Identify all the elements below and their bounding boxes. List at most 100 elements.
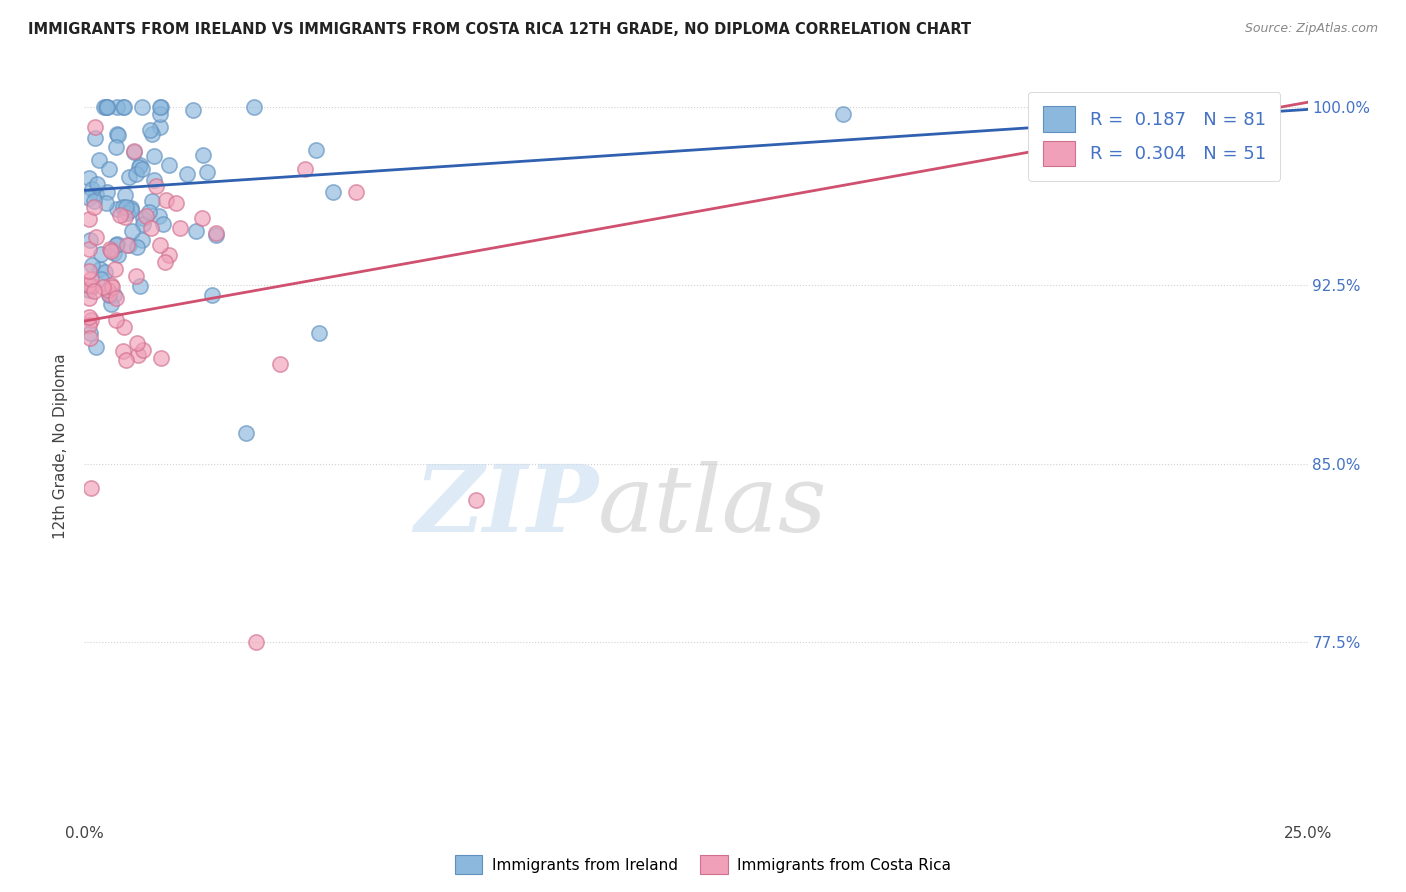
Point bbox=[149, 120, 172, 134]
Point bbox=[127, 348, 149, 362]
Point bbox=[204, 227, 226, 242]
Point bbox=[141, 128, 163, 142]
Point bbox=[83, 284, 105, 298]
Point bbox=[83, 200, 105, 214]
Point bbox=[100, 278, 122, 293]
Point bbox=[143, 172, 166, 186]
Point bbox=[464, 492, 486, 507]
Point bbox=[245, 635, 267, 649]
Point bbox=[77, 211, 100, 226]
Point bbox=[141, 194, 163, 208]
Point bbox=[77, 278, 100, 293]
Point bbox=[117, 206, 139, 220]
Point bbox=[132, 211, 155, 226]
Point bbox=[138, 204, 160, 219]
Point bbox=[77, 171, 100, 186]
Point bbox=[135, 209, 157, 223]
Point bbox=[125, 269, 148, 284]
Point bbox=[112, 201, 135, 215]
Point bbox=[98, 288, 121, 302]
Point bbox=[131, 161, 153, 176]
Point bbox=[105, 128, 128, 142]
Text: ZIP: ZIP bbox=[413, 461, 598, 551]
Point bbox=[77, 318, 100, 332]
Point bbox=[90, 271, 112, 285]
Point bbox=[96, 185, 118, 199]
Point bbox=[94, 100, 117, 114]
Point bbox=[80, 279, 103, 293]
Point bbox=[184, 224, 207, 238]
Point bbox=[148, 210, 170, 224]
Point bbox=[128, 160, 150, 174]
Point bbox=[107, 128, 129, 142]
Point bbox=[242, 100, 264, 114]
Point bbox=[111, 100, 134, 114]
Point bbox=[80, 259, 103, 273]
Point bbox=[181, 103, 204, 117]
Point bbox=[105, 202, 128, 216]
Point bbox=[94, 265, 117, 279]
Point bbox=[86, 177, 108, 191]
Point bbox=[114, 188, 136, 202]
Point bbox=[96, 100, 118, 114]
Point bbox=[131, 100, 153, 114]
Point bbox=[103, 245, 125, 260]
Point bbox=[155, 194, 177, 208]
Point bbox=[91, 280, 114, 294]
Point bbox=[120, 202, 142, 217]
Point bbox=[79, 283, 101, 297]
Point bbox=[141, 221, 163, 235]
Point bbox=[200, 288, 222, 302]
Point bbox=[143, 149, 166, 163]
Point bbox=[118, 169, 141, 184]
Point bbox=[149, 107, 172, 121]
Point bbox=[157, 247, 180, 261]
Point bbox=[127, 240, 149, 254]
Point bbox=[77, 310, 100, 324]
Point bbox=[100, 244, 122, 258]
Legend: R =  0.187   N = 81, R =  0.304   N = 51: R = 0.187 N = 81, R = 0.304 N = 51 bbox=[1028, 92, 1281, 181]
Point bbox=[127, 336, 149, 351]
Point bbox=[107, 100, 129, 114]
Point bbox=[205, 226, 228, 240]
Point bbox=[831, 107, 853, 121]
Point bbox=[98, 242, 121, 256]
Text: IMMIGRANTS FROM IRELAND VS IMMIGRANTS FROM COSTA RICA 12TH GRADE, NO DIPLOMA COR: IMMIGRANTS FROM IRELAND VS IMMIGRANTS FR… bbox=[28, 22, 972, 37]
Point bbox=[79, 326, 101, 340]
Point bbox=[139, 122, 162, 136]
Point bbox=[80, 182, 103, 196]
Point bbox=[112, 100, 135, 114]
Point bbox=[84, 120, 107, 135]
Point bbox=[308, 326, 330, 340]
Point bbox=[305, 143, 328, 157]
Point bbox=[108, 208, 131, 222]
Point bbox=[93, 100, 115, 114]
Point bbox=[191, 211, 214, 226]
Point bbox=[103, 287, 125, 301]
Point bbox=[112, 320, 135, 334]
Point bbox=[131, 233, 153, 247]
Point bbox=[191, 148, 214, 162]
Point bbox=[129, 279, 152, 293]
Point bbox=[77, 242, 100, 256]
Point bbox=[96, 196, 118, 211]
Point bbox=[157, 158, 180, 172]
Point bbox=[83, 131, 105, 145]
Point bbox=[322, 185, 344, 199]
Point bbox=[132, 217, 155, 231]
Point bbox=[115, 353, 138, 368]
Point bbox=[98, 162, 121, 177]
Point bbox=[105, 237, 128, 252]
Point bbox=[195, 164, 218, 178]
Point bbox=[89, 153, 111, 167]
Point bbox=[125, 168, 148, 182]
Point bbox=[118, 237, 141, 252]
Point bbox=[79, 233, 101, 247]
Point bbox=[77, 264, 100, 278]
Point bbox=[104, 238, 127, 252]
Text: atlas: atlas bbox=[598, 461, 828, 551]
Point bbox=[235, 425, 257, 440]
Point bbox=[132, 343, 155, 358]
Point bbox=[269, 357, 291, 371]
Point bbox=[90, 247, 112, 261]
